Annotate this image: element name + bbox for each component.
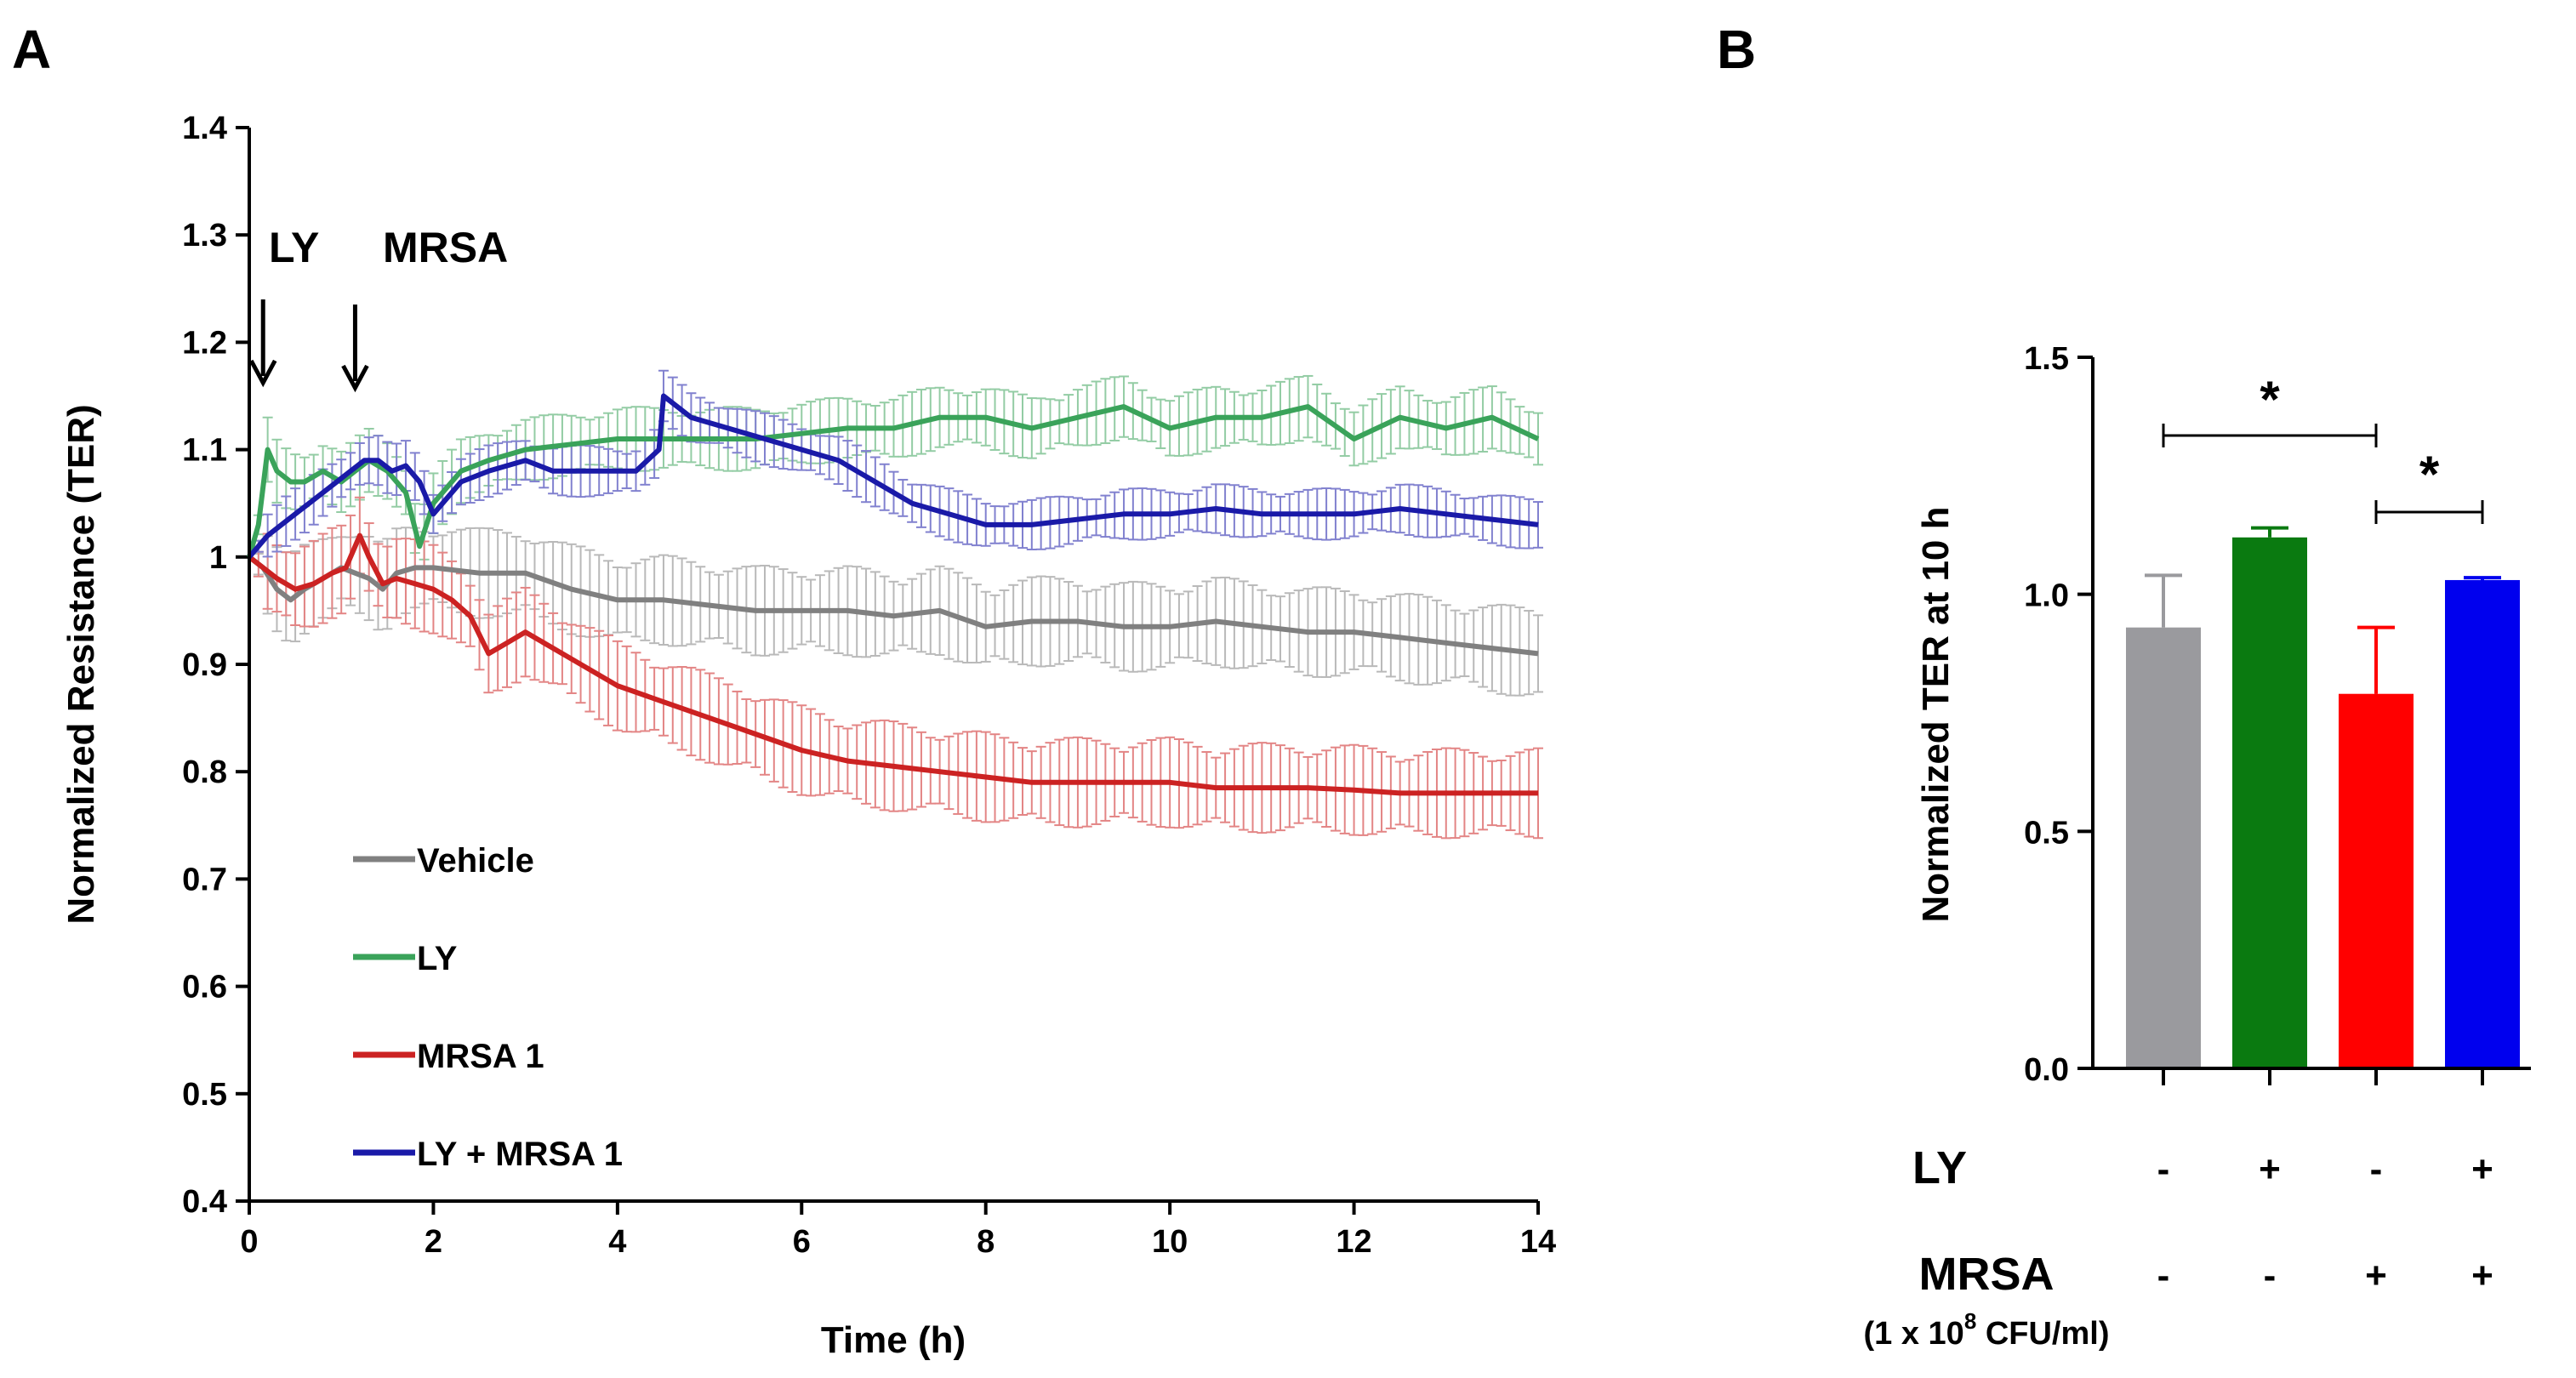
- a-x-axis-title: Time (h): [821, 1319, 966, 1361]
- a-y-tick-label: 0.6: [182, 970, 227, 1005]
- a-legend-label: Vehicle: [417, 842, 534, 880]
- a-error-bars-ly-mrsa-1: [253, 369, 1543, 558]
- a-x-tick-label: 0: [240, 1224, 258, 1260]
- b-row-sign: +: [2471, 1255, 2493, 1296]
- b-row-label-mrsa: MRSA: [1919, 1249, 2055, 1300]
- b-bar-ly-mrsa: [2445, 579, 2520, 1068]
- b-row-sign: -: [2264, 1255, 2277, 1296]
- a-x-tick-label: 4: [608, 1224, 626, 1260]
- b-bars: [2126, 526, 2520, 1068]
- b-significance-brackets: **: [2162, 371, 2484, 524]
- a-annotation-ly-label: LY: [269, 224, 319, 271]
- a-legend-label: MRSA 1: [417, 1038, 544, 1075]
- a-treatment-annotations: LY MRSA: [249, 224, 508, 393]
- b-bar-ly: [2232, 537, 2307, 1068]
- b-significance-star: *: [2419, 446, 2440, 503]
- a-y-tick-label: 0.7: [182, 862, 227, 897]
- b-row-sign: -: [2370, 1148, 2383, 1190]
- a-y-tick-label: 1.3: [182, 218, 227, 253]
- a-annotation-mrsa-arrow-head: [341, 364, 369, 393]
- a-y-tick-label: 1: [209, 540, 227, 576]
- b-y-axis-ticks: 0.0 0.5 1.0 1.5: [2024, 341, 2093, 1088]
- a-x-tick-label: 2: [425, 1224, 442, 1260]
- a-x-tick-label: 14: [1520, 1224, 1556, 1260]
- b-significance-star: *: [2260, 371, 2280, 428]
- panel-a-letter: A: [12, 19, 51, 80]
- b-y-tick-label: 0.5: [2024, 815, 2069, 851]
- b-row-sign: +: [2365, 1255, 2387, 1296]
- a-y-tick-label: 0.9: [182, 647, 227, 683]
- a-annotation-mrsa-label: MRSA: [383, 224, 508, 271]
- a-series-line-ly-mrsa-1: [247, 393, 1539, 559]
- a-x-tick-label: 10: [1152, 1224, 1188, 1260]
- b-bar-vehicle: [2126, 627, 2201, 1068]
- panel-b-bar-chart: 0.00.51.01.5 ** LY - + - +MRSA - - + +(1 x 108 C…: [1864, 341, 2531, 1352]
- a-y-axis-ticks: 0.4 0.5 0.6 0.7 0.8 0.9 1 1.1 1.2 1.3 1.4: [182, 111, 249, 1220]
- a-x-axis-ticks: 0 2 4 6 8 10 12 14: [240, 1201, 1556, 1260]
- b-row-sign: +: [2471, 1148, 2493, 1190]
- b-row-sign: -: [2157, 1148, 2170, 1190]
- a-x-tick-label: 8: [977, 1224, 994, 1260]
- panel-b-letter: B: [1717, 19, 1756, 80]
- a-y-tick-label: 0.4: [182, 1184, 227, 1220]
- a-annotation-ly-arrow-head: [249, 359, 277, 388]
- a-y-tick-label: 1.1: [182, 433, 227, 469]
- b-x-axis-ticks: [2162, 1068, 2484, 1085]
- b-mrsa-dose-label: (1 x 108 CFU/ml): [1864, 1308, 2110, 1352]
- b-row-sign: +: [2259, 1148, 2281, 1190]
- a-y-tick-label: 0.8: [182, 754, 227, 790]
- a-legend-label: LY + MRSA 1: [417, 1136, 623, 1173]
- b-treatment-table: LY - + - + MRSA - - + + (1 x 108 CFU/ml): [1864, 1142, 2493, 1352]
- a-legend-label: LY: [417, 940, 458, 977]
- b-y-tick-label: 1.0: [2024, 578, 2069, 614]
- b-row-sign: -: [2157, 1255, 2170, 1296]
- b-y-tick-label: 1.5: [2024, 341, 2069, 377]
- a-y-tick-label: 1.4: [182, 111, 227, 146]
- a-x-tick-label: 6: [793, 1224, 811, 1260]
- a-y-axis-title: Normalized Resistance (TER): [60, 404, 102, 924]
- b-y-axis-title: Normalized TER at 10 h: [1915, 506, 1957, 922]
- panel-a-line-chart: 0.4 0.5 0.6 0.7 0.8 0.9 1 1.1 1.2 1.3 1.4 0 2 4 6 8 10 1…: [60, 111, 1556, 1361]
- a-y-tick-label: 0.5: [182, 1077, 227, 1113]
- a-x-tick-label: 12: [1336, 1224, 1371, 1260]
- a-legend: Vehicle LY MRSA 1 LY + MRSA 1: [353, 842, 623, 1173]
- a-error-bars-mrsa-1: [253, 496, 1543, 840]
- a-series-line-mrsa-1: [248, 532, 1538, 796]
- a-series-lines: [247, 393, 1540, 796]
- b-bar-mrsa: [2339, 693, 2414, 1068]
- a-y-tick-label: 1.2: [182, 325, 227, 361]
- b-y-tick-label: 0.0: [2024, 1052, 2069, 1088]
- a-series-line-ly: [247, 404, 1540, 558]
- b-row-label-ly: LY: [1912, 1142, 1967, 1193]
